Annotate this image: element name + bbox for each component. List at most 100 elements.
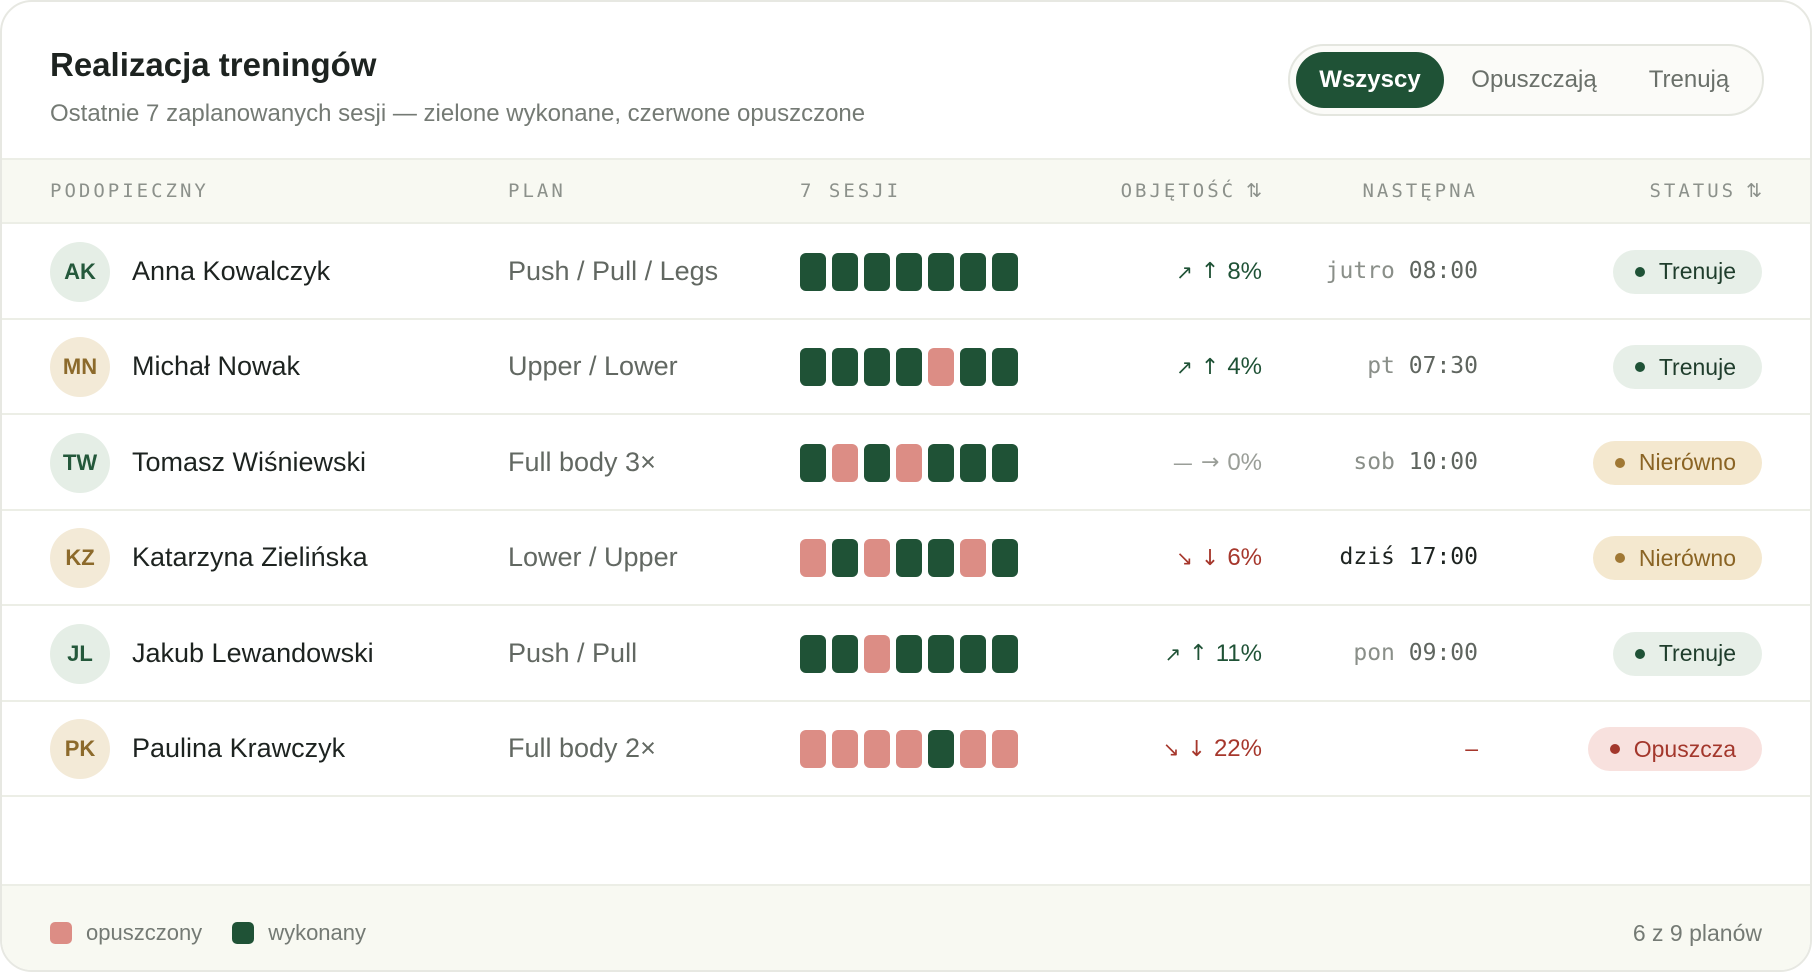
client-name[interactable]: Anna Kowalczyk bbox=[132, 255, 331, 286]
sort-volume-icon[interactable]: ⇅ bbox=[1246, 180, 1262, 202]
status-label: Trenuje bbox=[1658, 353, 1736, 380]
avatar: TW bbox=[50, 432, 110, 493]
client-name[interactable]: Michał Nowak bbox=[132, 351, 301, 382]
card-footer: opuszczony wykonany 6 z 9 planów bbox=[2, 884, 1810, 970]
column-header-volume[interactable]: OBJĘTOŚĆ ⇅ bbox=[1121, 180, 1262, 202]
next-session-day: pt bbox=[1367, 353, 1395, 380]
volume-change: ↘ ↓ 6% bbox=[1176, 544, 1262, 572]
next-session-time: 17:00 bbox=[1408, 544, 1478, 571]
avatar: MN bbox=[50, 337, 110, 398]
column-header-status-label: STATUS bbox=[1649, 180, 1737, 202]
client-name[interactable]: Katarzyna Zielińska bbox=[132, 542, 368, 573]
volume-change: ↗ ↑ 8% bbox=[1176, 258, 1262, 286]
session-missed bbox=[896, 730, 922, 769]
table-row[interactable]: AK Anna Kowalczyk Push / Pull / Legs ↗ ↑ 8% ju… bbox=[2, 224, 1810, 320]
card-header: Realizacja treningów Ostatnie 7 zaplanow… bbox=[2, 2, 1810, 158]
trend-up-icon: ↗ bbox=[1164, 641, 1182, 666]
session-strip bbox=[800, 634, 1018, 679]
session-done bbox=[832, 539, 858, 578]
session-strip bbox=[800, 252, 1018, 297]
arrow-flat-icon: → bbox=[1200, 450, 1220, 476]
session-done bbox=[992, 443, 1018, 482]
legend-missed-label: opuszczony bbox=[86, 920, 203, 945]
card-subtitle: Ostatnie 7 zaplanowanych sesji — zielone… bbox=[50, 100, 866, 127]
next-session: dziś 17:00 bbox=[1340, 544, 1479, 570]
session-missed bbox=[896, 443, 922, 482]
session-done bbox=[928, 730, 954, 769]
table-row[interactable]: MN Michał Nowak Upper / Lower ↗ ↑ 4% pt 07:30 T… bbox=[2, 320, 1810, 415]
trend-down-icon: ↘ bbox=[1176, 546, 1193, 571]
session-missed bbox=[864, 634, 890, 673]
avatar: KZ bbox=[50, 528, 110, 589]
sort-status-icon[interactable]: ⇅ bbox=[1746, 180, 1762, 202]
table-row[interactable]: KZ Katarzyna Zielińska Lower / Upper ↘ ↓ 6% dz… bbox=[2, 511, 1810, 606]
session-done bbox=[960, 252, 986, 291]
arrow-up-icon: ↑ bbox=[1200, 354, 1220, 380]
table-row[interactable]: JL Jakub Lewandowski Push / Pull ↗ ↑ 11% pon 0… bbox=[2, 606, 1810, 702]
column-header-status[interactable]: STATUS ⇅ bbox=[1649, 180, 1762, 202]
session-missed bbox=[832, 443, 858, 482]
table-row[interactable]: TW Tomasz Wiśniewski Full body 3× — → 0% sob 1… bbox=[2, 415, 1810, 511]
session-missed bbox=[864, 539, 890, 578]
table-header: PODOPIECZNY PLAN 7 SESJI OBJĘTOŚĆ ⇅ NASTĘ… bbox=[2, 158, 1810, 224]
next-session-day: pon bbox=[1353, 639, 1395, 666]
session-missed bbox=[992, 730, 1018, 769]
legend-missed-swatch bbox=[50, 922, 72, 944]
status-badge: Opuszcza bbox=[1587, 727, 1762, 772]
session-done bbox=[928, 539, 954, 578]
filter-skipping-button[interactable]: Opuszczają bbox=[1471, 66, 1597, 93]
session-done bbox=[960, 348, 986, 387]
status-badge: Nierówno bbox=[1592, 440, 1762, 485]
status-dot-icon bbox=[1634, 648, 1645, 659]
plan-name: Full body 3× bbox=[508, 446, 656, 477]
filter-all-button[interactable]: Wszyscy bbox=[1296, 52, 1444, 108]
session-done bbox=[960, 443, 986, 482]
session-done bbox=[992, 634, 1018, 673]
card-title: Realizacja treningów bbox=[50, 46, 377, 83]
session-done bbox=[928, 443, 954, 482]
session-done bbox=[896, 252, 922, 291]
status-label: Opuszcza bbox=[1633, 735, 1736, 762]
plan-name: Lower / Upper bbox=[508, 542, 678, 573]
session-missed bbox=[928, 348, 954, 387]
session-strip bbox=[800, 730, 1018, 774]
table-row[interactable]: PK Paulina Krawczyk Full body 2× ↘ ↓ 22% – Opus… bbox=[2, 702, 1810, 797]
session-done bbox=[896, 634, 922, 673]
status-dot-icon bbox=[1614, 553, 1625, 564]
status-dot-icon bbox=[1634, 266, 1645, 277]
status-dot-icon bbox=[1634, 362, 1645, 373]
filter-segmented-control: Wszyscy Opuszczają Trenują bbox=[1288, 44, 1764, 116]
session-done bbox=[928, 634, 954, 673]
client-name[interactable]: Tomasz Wiśniewski bbox=[132, 446, 367, 477]
status-badge: Trenuje bbox=[1612, 249, 1762, 294]
volume-percent: 0% bbox=[1227, 448, 1262, 476]
filter-training-button[interactable]: Trenują bbox=[1648, 66, 1730, 93]
client-name[interactable]: Paulina Krawczyk bbox=[132, 733, 346, 764]
column-header-client: PODOPIECZNY bbox=[50, 180, 209, 202]
session-missed bbox=[960, 539, 986, 578]
status-label: Trenuje bbox=[1658, 640, 1736, 667]
volume-percent: 22% bbox=[1213, 735, 1262, 763]
session-missed bbox=[864, 730, 890, 769]
session-done bbox=[832, 252, 858, 291]
client-name[interactable]: Jakub Lewandowski bbox=[132, 637, 374, 668]
column-header-next: NASTĘPNA bbox=[1362, 180, 1478, 202]
trend-flat-icon: — bbox=[1172, 450, 1193, 475]
session-done bbox=[896, 348, 922, 387]
session-done bbox=[864, 252, 890, 291]
session-strip bbox=[800, 443, 1018, 488]
next-session-day: sob bbox=[1353, 448, 1395, 475]
session-done bbox=[800, 252, 826, 291]
plan-name: Full body 2× bbox=[508, 733, 656, 764]
next-session-day: jutro bbox=[1325, 257, 1395, 284]
trend-up-icon: ↗ bbox=[1176, 355, 1193, 380]
column-header-volume-label: OBJĘTOŚĆ bbox=[1120, 180, 1237, 202]
status-label: Trenuje bbox=[1658, 258, 1736, 285]
plan-name: Push / Pull bbox=[508, 637, 638, 668]
session-done bbox=[832, 634, 858, 673]
session-done bbox=[800, 443, 826, 482]
trend-up-icon: ↗ bbox=[1176, 259, 1193, 284]
next-session-time: 10:00 bbox=[1408, 448, 1478, 475]
session-done bbox=[832, 348, 858, 387]
session-missed bbox=[800, 730, 826, 769]
